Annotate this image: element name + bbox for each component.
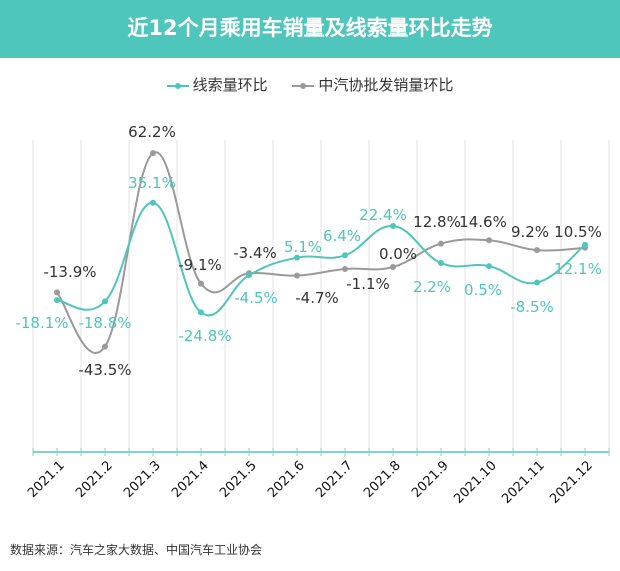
data-point [438,259,444,266]
legend-item-leads: 线索量环比 [166,76,268,94]
data-label: -9.1% [178,256,222,274]
data-label: -3.4% [233,244,277,262]
chart-title: 近12个月乘用车销量及线索量环比走势 [0,0,620,58]
data-label: -1.1% [346,275,390,293]
data-label: -24.8% [178,327,231,345]
data-point [294,254,300,261]
x-tick-label: 2021.6 [265,458,308,501]
data-point [54,297,60,304]
data-point [246,272,252,279]
x-tick-label: 2021.12 [547,458,596,507]
x-tick-label: 2021.10 [451,458,500,507]
data-label: 5.1% [284,238,322,256]
data-point [438,240,444,247]
data-point [534,279,540,286]
x-tick-label: 2021.9 [409,458,452,501]
data-label: 0.0% [379,245,417,263]
x-tick-label: 2021.8 [361,458,404,501]
data-point [390,264,396,270]
data-label: -4.5% [234,289,278,307]
data-label: 12.1% [554,260,602,278]
data-point [534,247,540,254]
data-label: 2.2% [413,278,451,296]
data-label: 9.2% [511,223,549,241]
data-point [294,272,300,279]
data-label: -18.1% [15,314,68,332]
data-point [198,309,204,316]
x-tick-label: 2021.5 [217,458,260,501]
legend-item-caam: 中汽协批发销量环比 [292,76,453,94]
source-note: 数据来源：汽车之家大数据、中国汽车工业协会 [10,543,263,557]
data-point [390,223,396,230]
data-label: 14.6% [459,213,507,231]
data-point [102,298,108,305]
data-point [102,343,108,350]
data-point [54,289,60,296]
data-label: 10.5% [554,223,602,241]
data-label: 0.5% [464,281,502,299]
data-label: -13.9% [43,263,96,281]
data-label: -4.7% [295,289,339,307]
x-tick-label: 2021.3 [121,458,164,501]
data-label: 12.8% [413,213,461,231]
data-label: -8.5% [510,298,554,316]
data-point [342,266,348,273]
legend: 线索量环比 中汽协批发销量环比 [0,74,620,95]
data-point [198,280,204,287]
data-label: 62.2% [128,123,176,141]
data-point [150,150,156,157]
x-tick-label: 2021.7 [313,458,356,501]
data-label: 6.4% [323,227,361,245]
data-point [342,252,348,259]
series-line-1 [56,151,586,354]
legend-label: 中汽协批发销量环比 [318,76,454,94]
data-label: -18.8% [78,314,131,332]
x-tick-label: 2021.11 [499,458,548,507]
data-label: -43.5% [78,361,131,379]
x-tick-label: 2021.4 [169,458,212,501]
data-point [486,263,492,270]
data-point [582,241,588,248]
legend-label: 线索量环比 [192,76,268,94]
x-tick-label: 2021.2 [73,458,116,501]
data-point [486,237,492,244]
data-point [150,199,156,206]
line-chart: 2021.1 2021.2 2021.3 2021.4 2021.5 2021.6 2021… [15,123,610,507]
data-label: 35.1% [128,174,176,192]
x-tick-label: 2021.1 [25,458,68,501]
data-label: 22.4% [359,206,407,224]
